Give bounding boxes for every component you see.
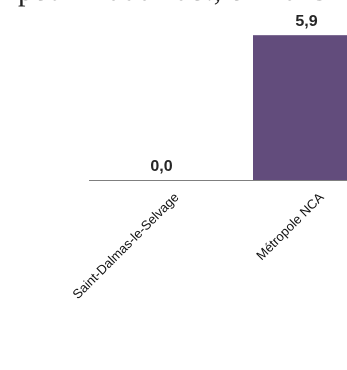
chart-header-fragment: pour 1 000 hab., en 2019 xyxy=(0,0,347,8)
data-label-1: 0,0 xyxy=(150,158,172,175)
category-label-2: Métropole NCA xyxy=(253,189,327,263)
bar-2 xyxy=(253,35,347,180)
data-label-2: 5,9 xyxy=(295,13,317,30)
category-label-1: Saint-Dalmas-le-Selvage xyxy=(69,190,181,302)
